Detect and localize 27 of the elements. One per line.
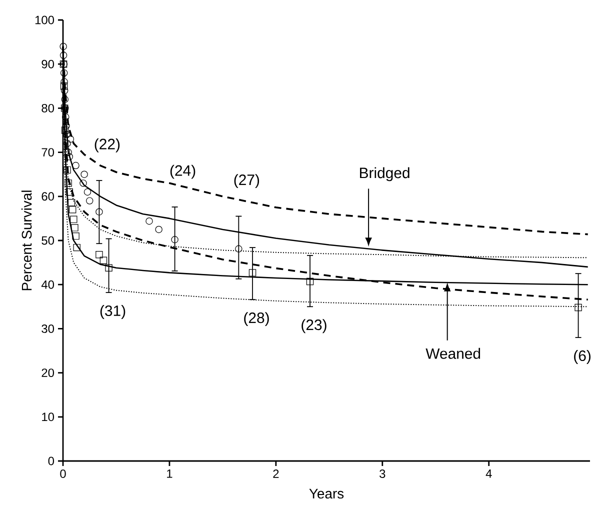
y-tick-label: 80 [42,104,54,112]
annotation: (27) [234,174,260,188]
x-tick-label: 2 [273,470,279,478]
x-tick-label: 0 [60,470,66,478]
y-tick-label: 50 [42,236,54,245]
annotation: (24) [170,164,196,179]
annotation: Bridged [360,167,410,182]
annotation: (28) [244,312,269,326]
x-tick-label: 1 [167,470,172,478]
annotation: (22) [94,138,120,152]
y-axis-title: Percent Survival [21,190,32,290]
y-tick-label: 20 [42,368,54,378]
annotation: (23) [302,319,326,334]
y-tick-label: 100 [35,16,54,24]
x-axis-title: Years [309,488,344,499]
y-tick-label: 90 [42,60,54,68]
y-tick-label: 10 [42,412,54,422]
y-tick-label: 30 [42,324,54,333]
y-tick-label: 40 [41,280,54,289]
y-tick-label: 60 [42,192,54,201]
annotation: (6) [574,350,590,364]
annotation: (31) [100,305,126,319]
x-tick-label: 3 [380,470,386,478]
x-tick-label: 4 [486,470,492,478]
annotation: Weaned [426,348,480,359]
y-tick-label: 0 [48,456,54,466]
y-tick-label: 70 [42,148,54,157]
